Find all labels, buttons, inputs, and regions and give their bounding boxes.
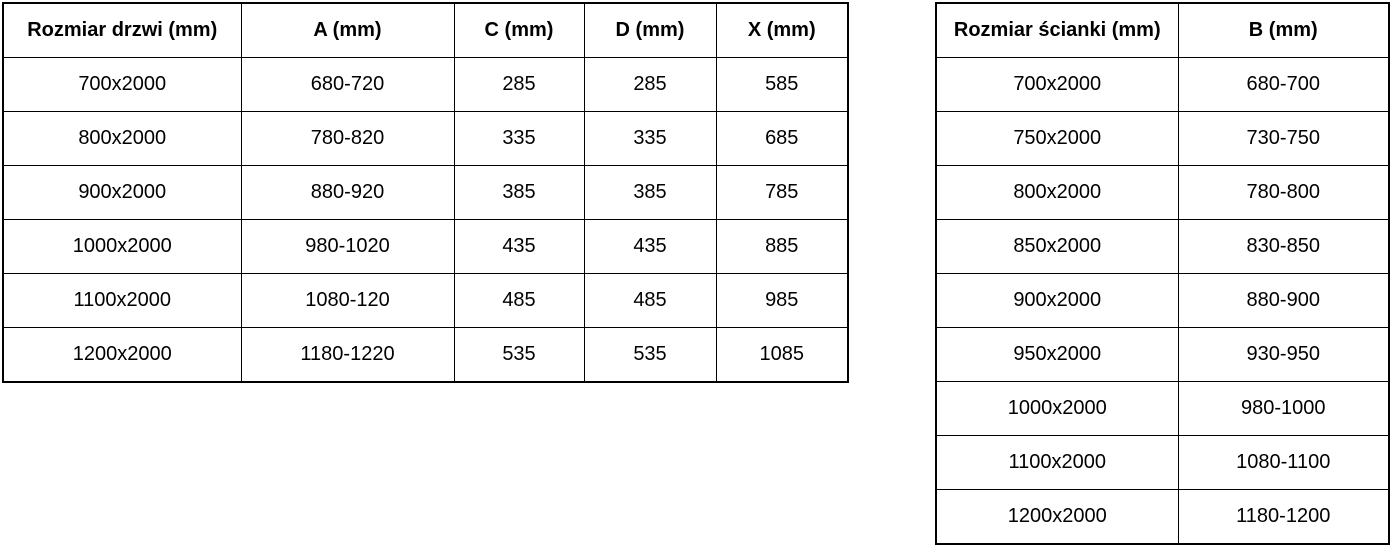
table-cell: 1100x2000 xyxy=(935,435,1179,490)
table-cell: 730-750 xyxy=(1177,111,1390,166)
table-cell: 335 xyxy=(453,111,585,166)
table-row: 700x2000 680-720 285 285 585 xyxy=(2,57,849,112)
table-row: 950x2000 930-950 xyxy=(935,327,1390,382)
door-sizes-table-container: Rozmiar drzwi (mm) A (mm) C (mm) D (mm) X (m… xyxy=(2,2,849,383)
table-cell: 535 xyxy=(453,327,585,383)
table-row: 1100x2000 1080-1100 xyxy=(935,435,1390,490)
table-cell: 285 xyxy=(583,57,717,112)
table-cell: 900x2000 xyxy=(2,165,242,220)
wall-sizes-table-body: 700x2000 680-700 750x2000 730-750 800x2000 78… xyxy=(935,57,1390,545)
table-cell: 950x2000 xyxy=(935,327,1179,382)
table-row: 800x2000 780-820 335 335 685 xyxy=(2,111,849,166)
table-row: 1200x2000 1180-1200 xyxy=(935,489,1390,545)
table-cell: 885 xyxy=(715,219,849,274)
table-cell: 985 xyxy=(715,273,849,328)
table-cell: 1200x2000 xyxy=(935,489,1179,545)
table-cell: 780-820 xyxy=(240,111,455,166)
table-cell: 1000x2000 xyxy=(935,381,1179,436)
table-cell: 880-920 xyxy=(240,165,455,220)
header-cell: D (mm) xyxy=(583,2,717,58)
table-cell: 900x2000 xyxy=(935,273,1179,328)
table-row: 1000x2000 980-1000 xyxy=(935,381,1390,436)
table-cell: 435 xyxy=(583,219,717,274)
table-cell: 680-720 xyxy=(240,57,455,112)
table-row: 1100x2000 1080-120 485 485 985 xyxy=(2,273,849,328)
table-cell: 700x2000 xyxy=(2,57,242,112)
table-cell: 1080-120 xyxy=(240,273,455,328)
door-sizes-table-header: Rozmiar drzwi (mm) A (mm) C (mm) D (mm) X (m… xyxy=(2,2,849,58)
table-row: 900x2000 880-920 385 385 785 xyxy=(2,165,849,220)
wall-sizes-table: Rozmiar ścianki (mm) B (mm) 700x2000 680-7… xyxy=(935,2,1390,545)
table-cell: 750x2000 xyxy=(935,111,1179,166)
table-cell: 485 xyxy=(453,273,585,328)
door-sizes-table: Rozmiar drzwi (mm) A (mm) C (mm) D (mm) X (m… xyxy=(2,2,849,383)
table-cell: 800x2000 xyxy=(935,165,1179,220)
table-cell: 680-700 xyxy=(1177,57,1390,112)
table-cell: 535 xyxy=(583,327,717,383)
table-cell: 700x2000 xyxy=(935,57,1179,112)
table-cell: 1000x2000 xyxy=(2,219,242,274)
table-cell: 1180-1200 xyxy=(1177,489,1390,545)
header-cell: A (mm) xyxy=(240,2,455,58)
table-row: 850x2000 830-850 xyxy=(935,219,1390,274)
table-cell: 385 xyxy=(583,165,717,220)
table-cell: 1180-1220 xyxy=(240,327,455,383)
table-cell: 385 xyxy=(453,165,585,220)
table-cell: 930-950 xyxy=(1177,327,1390,382)
table-cell: 335 xyxy=(583,111,717,166)
table-row: 750x2000 730-750 xyxy=(935,111,1390,166)
wall-sizes-table-container: Rozmiar ścianki (mm) B (mm) 700x2000 680-7… xyxy=(935,2,1390,545)
header-cell: C (mm) xyxy=(453,2,585,58)
table-cell: 435 xyxy=(453,219,585,274)
table-cell: 1080-1100 xyxy=(1177,435,1390,490)
table-cell: 1085 xyxy=(715,327,849,383)
table-row: 900x2000 880-900 xyxy=(935,273,1390,328)
table-cell: 285 xyxy=(453,57,585,112)
header-cell: Rozmiar ścianki (mm) xyxy=(935,2,1179,58)
wall-sizes-table-header: Rozmiar ścianki (mm) B (mm) xyxy=(935,2,1390,58)
table-row: 1000x2000 980-1020 435 435 885 xyxy=(2,219,849,274)
table-cell: 685 xyxy=(715,111,849,166)
table-cell: 485 xyxy=(583,273,717,328)
header-cell: B (mm) xyxy=(1177,2,1390,58)
table-cell: 830-850 xyxy=(1177,219,1390,274)
header-cell: Rozmiar drzwi (mm) xyxy=(2,2,242,58)
table-cell: 980-1000 xyxy=(1177,381,1390,436)
door-sizes-table-body: 700x2000 680-720 285 285 585 800x2000 780-820 3… xyxy=(2,57,849,383)
table-cell: 800x2000 xyxy=(2,111,242,166)
table-cell: 1100x2000 xyxy=(2,273,242,328)
table-row: 700x2000 680-700 xyxy=(935,57,1390,112)
header-row: Rozmiar drzwi (mm) A (mm) C (mm) D (mm) X (m… xyxy=(2,2,849,58)
table-cell: 880-900 xyxy=(1177,273,1390,328)
table-row: 800x2000 780-800 xyxy=(935,165,1390,220)
table-row: 1200x2000 1180-1220 535 535 1085 xyxy=(2,327,849,383)
table-cell: 785 xyxy=(715,165,849,220)
table-cell: 1200x2000 xyxy=(2,327,242,383)
table-cell: 780-800 xyxy=(1177,165,1390,220)
table-cell: 585 xyxy=(715,57,849,112)
header-cell: X (mm) xyxy=(715,2,849,58)
table-cell: 980-1020 xyxy=(240,219,455,274)
header-row: Rozmiar ścianki (mm) B (mm) xyxy=(935,2,1390,58)
table-cell: 850x2000 xyxy=(935,219,1179,274)
